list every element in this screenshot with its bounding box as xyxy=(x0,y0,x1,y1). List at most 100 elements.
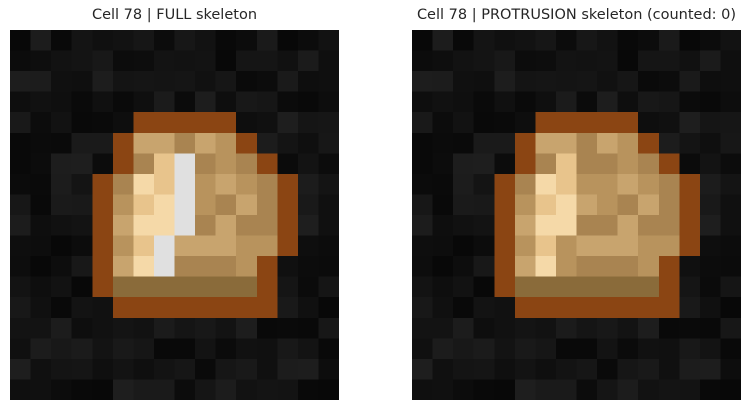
protrusion-pixel xyxy=(535,71,557,93)
full-pixel xyxy=(30,379,52,400)
protrusion-pixel xyxy=(699,379,721,400)
protrusion-pixel xyxy=(699,317,721,339)
full-pixel xyxy=(256,30,278,51)
protrusion-pixel xyxy=(432,215,454,236)
full-pixel xyxy=(256,235,278,257)
full-pixel xyxy=(195,297,217,319)
full-pixel xyxy=(236,235,258,257)
protrusion-pixel xyxy=(638,215,660,236)
protrusion-pixel xyxy=(555,276,577,298)
full-pixel xyxy=(71,297,93,319)
protrusion-pixel xyxy=(720,338,741,360)
protrusion-pixel xyxy=(412,132,433,154)
full-pixel xyxy=(10,256,31,278)
protrusion-pixel xyxy=(432,132,454,154)
full-pixel xyxy=(277,194,299,216)
full-pixel xyxy=(30,235,52,257)
protrusion-pixel xyxy=(555,194,577,216)
protrusion-pixel xyxy=(617,112,639,134)
full-pixel xyxy=(297,256,319,278)
full-pixel xyxy=(236,276,258,298)
full-pixel xyxy=(318,256,339,278)
protrusion-pixel xyxy=(597,276,619,298)
protrusion-pixel xyxy=(412,71,433,93)
full-pixel xyxy=(112,235,134,257)
protrusion-pixel xyxy=(494,317,516,339)
protrusion-pixel xyxy=(535,276,557,298)
full-pixel xyxy=(256,276,278,298)
protrusion-pixel xyxy=(699,91,721,113)
full-pixel xyxy=(133,297,155,319)
full-pixel xyxy=(92,379,114,400)
protrusion-pixel xyxy=(412,338,433,360)
full-pixel xyxy=(30,297,52,319)
full-pixel xyxy=(318,112,339,134)
protrusion-pixel xyxy=(473,50,495,72)
full-pixel xyxy=(277,30,299,51)
protrusion-pixel xyxy=(679,71,701,93)
protrusion-pixel xyxy=(720,30,741,51)
full-pixel xyxy=(174,132,196,154)
protrusion-pixel xyxy=(514,297,536,319)
full-pixel xyxy=(215,153,237,175)
protrusion-pixel xyxy=(555,235,577,257)
protrusion-pixel xyxy=(699,112,721,134)
full-pixel xyxy=(215,276,237,298)
full-pixel xyxy=(112,358,134,380)
protrusion-pixel xyxy=(638,256,660,278)
full-pixel xyxy=(318,338,339,360)
full-pixel xyxy=(112,256,134,278)
full-pixel xyxy=(174,379,196,400)
protrusion-pixel xyxy=(412,256,433,278)
full-pixel xyxy=(277,379,299,400)
protrusion-pixel xyxy=(514,235,536,257)
protrusion-pixel xyxy=(453,50,475,72)
full-pixel xyxy=(30,173,52,195)
protrusion-pixel xyxy=(432,297,454,319)
full-pixel xyxy=(318,132,339,154)
protrusion-pixel xyxy=(617,91,639,113)
full-pixel xyxy=(153,194,175,216)
full-pixel xyxy=(318,358,339,380)
full-pixel xyxy=(71,112,93,134)
protrusion-pixel xyxy=(432,194,454,216)
protrusion-pixel xyxy=(576,297,598,319)
full-pixel xyxy=(30,215,52,236)
full-pixel xyxy=(10,379,31,400)
full-pixel xyxy=(215,235,237,257)
protrusion-pixel xyxy=(473,91,495,113)
protrusion-pixel xyxy=(453,317,475,339)
full-pixel xyxy=(215,338,237,360)
protrusion-pixel xyxy=(617,276,639,298)
full-pixel xyxy=(30,256,52,278)
full-pixel xyxy=(71,379,93,400)
full-pixel xyxy=(236,256,258,278)
protrusion-pixel xyxy=(617,297,639,319)
protrusion-pixel xyxy=(535,173,557,195)
full-pixel xyxy=(71,317,93,339)
protrusion-pixel xyxy=(617,153,639,175)
protrusion-pixel xyxy=(514,194,536,216)
full-pixel xyxy=(71,235,93,257)
protrusion-pixel xyxy=(514,112,536,134)
protrusion-pixel xyxy=(412,91,433,113)
protrusion-pixel xyxy=(699,338,721,360)
full-pixel xyxy=(256,215,278,236)
protrusion-pixel xyxy=(658,173,680,195)
full-pixel xyxy=(10,132,31,154)
protrusion-pixel xyxy=(432,50,454,72)
protrusion-pixel xyxy=(453,173,475,195)
full-pixel xyxy=(133,256,155,278)
protrusion-pixel xyxy=(679,194,701,216)
protrusion-pixel xyxy=(597,358,619,380)
protrusion-pixel xyxy=(679,91,701,113)
protrusion-pixel xyxy=(412,235,433,257)
full-pixel xyxy=(51,153,73,175)
protrusion-pixel xyxy=(514,173,536,195)
full-pixel xyxy=(236,71,258,93)
protrusion-pixel xyxy=(720,153,741,175)
full-pixel xyxy=(256,338,278,360)
full-pixel xyxy=(30,71,52,93)
protrusion-pixel xyxy=(679,358,701,380)
full-pixel xyxy=(133,338,155,360)
